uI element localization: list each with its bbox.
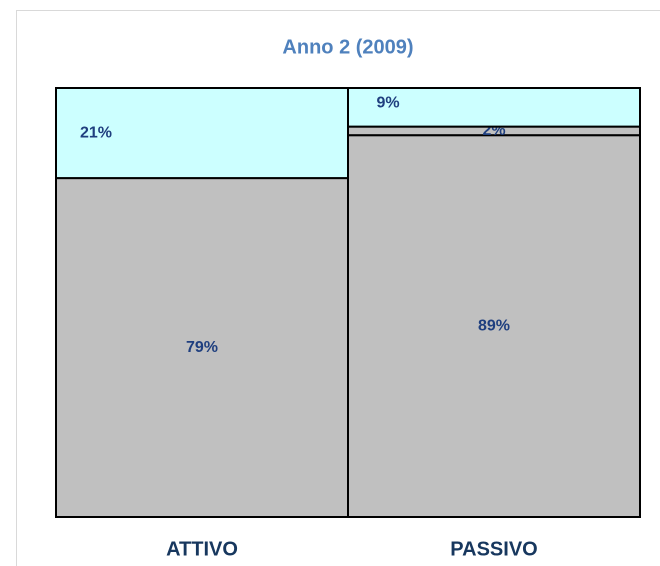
x-tick-label: ATTIVO [166, 538, 238, 560]
data-label: 9% [376, 95, 399, 112]
chart-title: Anno 2 (2009) [282, 36, 413, 58]
bar-segment [55, 87, 349, 180]
bar-segment [347, 87, 641, 128]
data-label: 79% [186, 339, 218, 356]
bar-segment [347, 134, 641, 518]
bar-segment [55, 177, 349, 518]
x-tick-label: PASSIVO [450, 538, 537, 560]
data-label: 21% [80, 124, 112, 141]
data-label: 89% [478, 317, 510, 334]
